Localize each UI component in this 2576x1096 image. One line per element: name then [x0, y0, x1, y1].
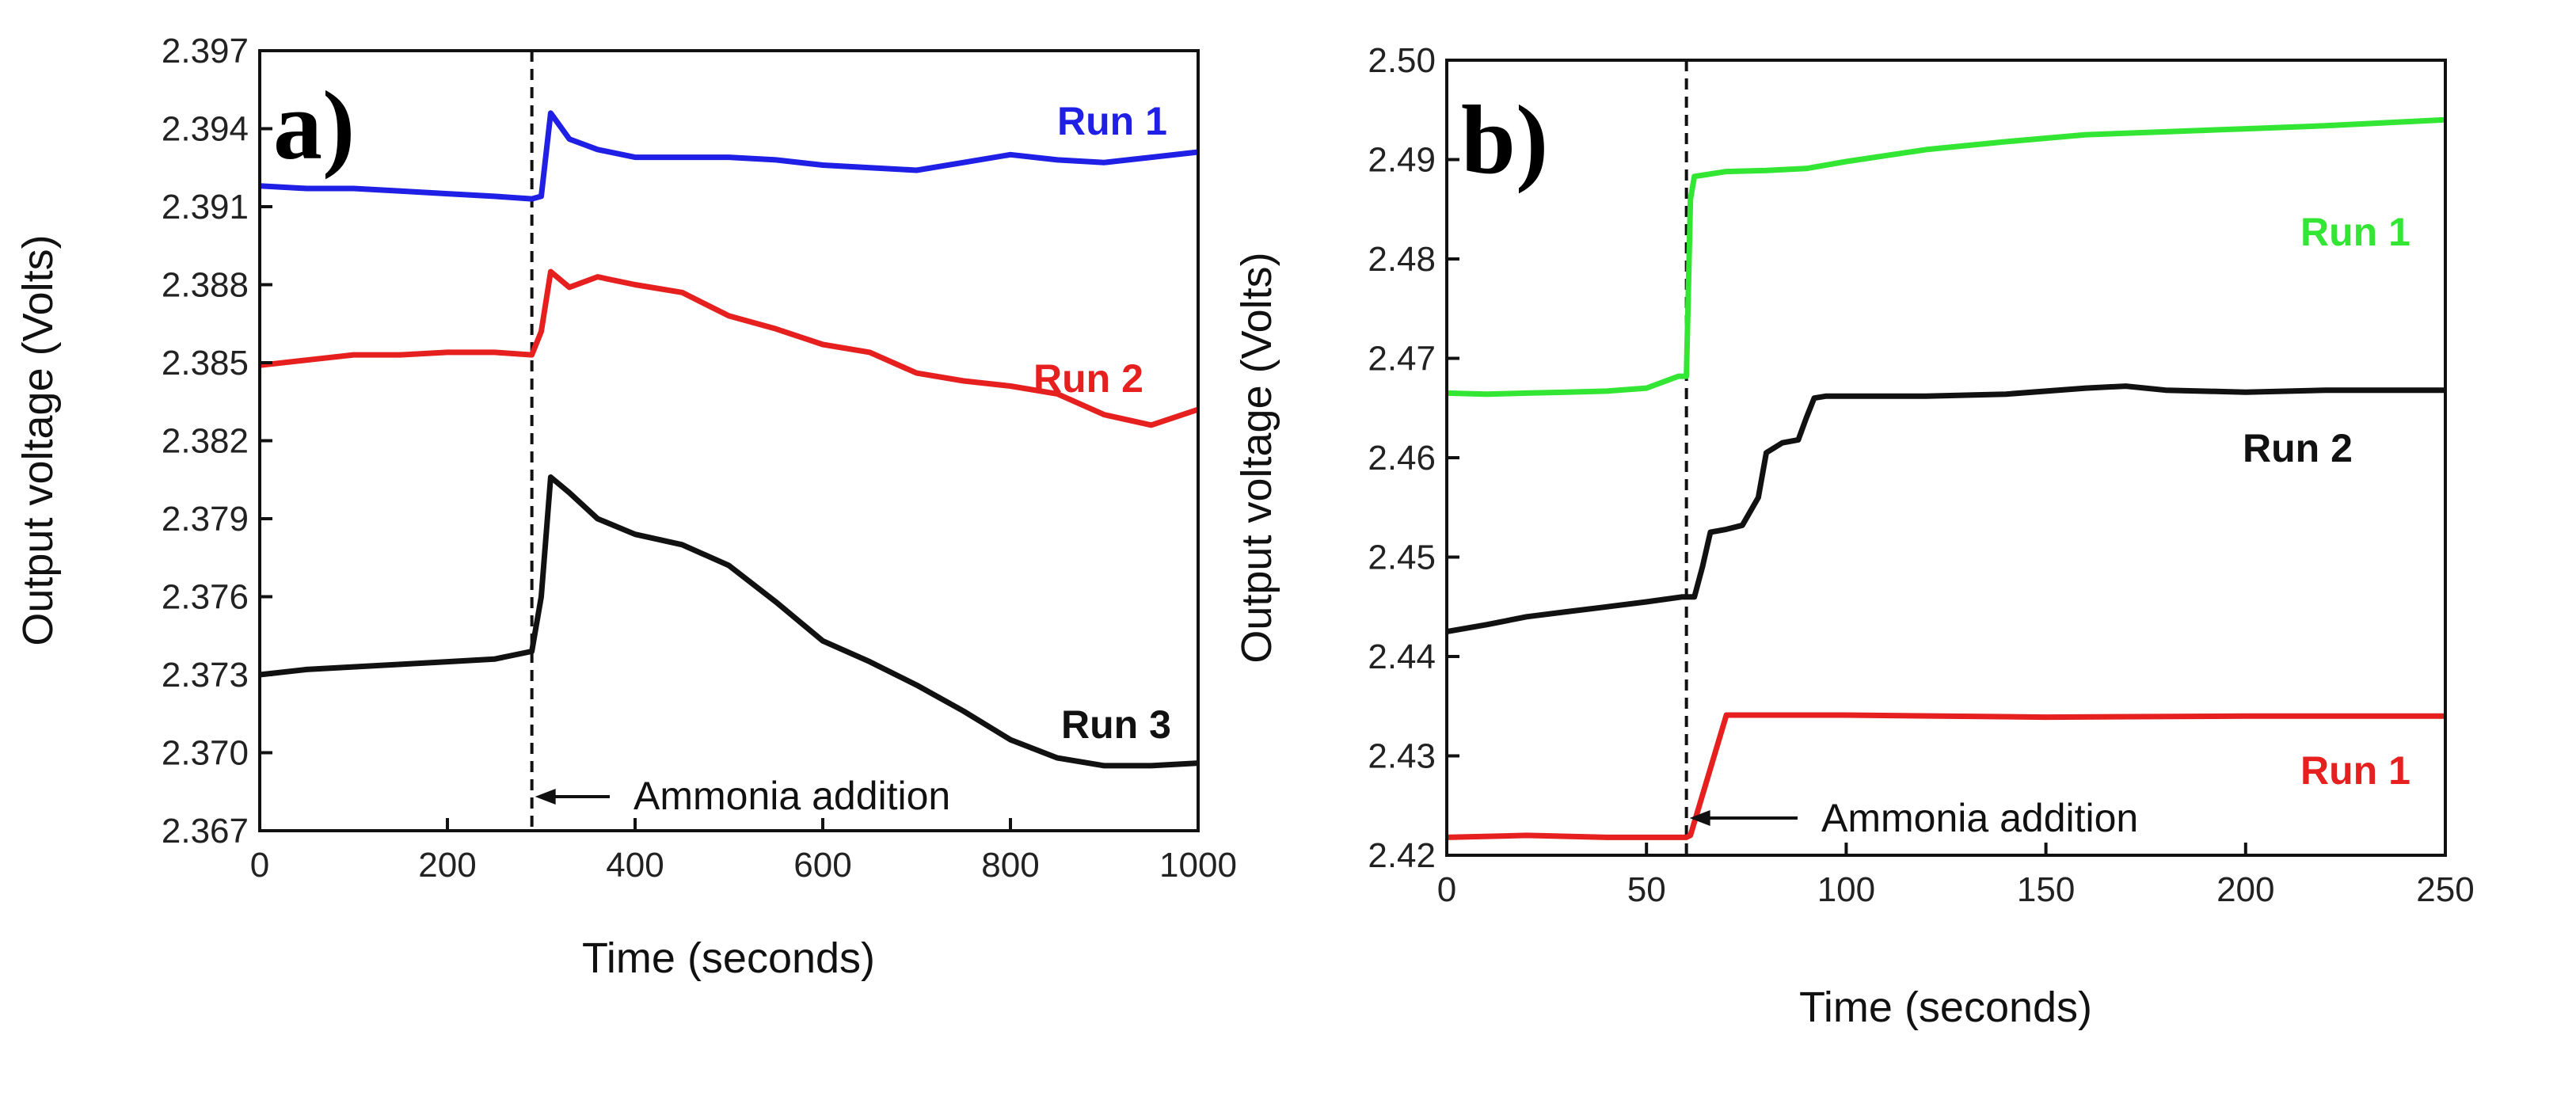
panel-a-x-tick-label: 400 [606, 846, 664, 885]
panel-a-series-run-3-line [259, 474, 1199, 769]
panel-b-x-tick-label: 150 [2017, 870, 2075, 909]
panel-a-y-tick-label: 2.397 [162, 32, 249, 70]
panel-b-series-run-1-green-line [1446, 116, 2446, 398]
panel-b-y-tick-label: 2.47 [1368, 340, 1436, 379]
panel-b-y-tick-label: 2.46 [1368, 439, 1436, 478]
panel-a-annotation-label: Ammonia addition [634, 774, 950, 818]
panel-a: a) Run 1 Run 2 Run 3 Ammonia addition 2.… [14, 32, 1237, 982]
panel-a-y-tick-label: 2.379 [162, 500, 249, 538]
panel-b-series-run-1-red-line [1446, 712, 2445, 840]
panel-a-y-axis: 2.367 2.370 2.373 2.376 2.379 2.382 2.385 2.388… [162, 32, 272, 851]
panel-b-annotation-arrow-head [1689, 810, 1710, 826]
panel-a-series-run-1-line [259, 110, 1199, 202]
panel-a-y-tick-label: 2.376 [162, 578, 249, 617]
panel-b-letter-bg [1451, 73, 1593, 231]
panel-b-x-tick-label: 100 [1817, 870, 1875, 909]
panel-a-x-axis: 0 200 400 600 800 1000 [250, 818, 1237, 885]
panel-a-x-tick-label: 800 [981, 846, 1039, 885]
panel-a-letter: a) [273, 71, 355, 180]
panel-b-y-tick-label: 2.43 [1368, 737, 1436, 776]
panel-a-x-axis-title: Time (seconds) [582, 934, 875, 982]
panel-b-x-axis: 0 50 100 150 200 250 [1437, 843, 2475, 909]
panel-b-y-tick-label: 2.45 [1368, 538, 1436, 577]
panel-b-x-axis-title: Time (seconds) [1799, 984, 2092, 1031]
panel-b-y-tick-label: 2.50 [1368, 41, 1436, 80]
panel-a-annotation-arrow-head [535, 789, 556, 805]
panel-a-y-tick-label: 2.385 [162, 344, 249, 382]
panel-a-y-tick-label: 2.382 [162, 422, 249, 461]
panel-a-series-run-2-line [259, 268, 1200, 428]
panel-a-y-tick-label: 2.370 [162, 734, 249, 773]
panel-b-letter: b) [1461, 86, 1548, 194]
panel-b-legend-run-2: Run 2 [2243, 426, 2353, 470]
panel-b-series-run-2-line [1446, 383, 2445, 635]
panel-b-y-tick-label: 2.49 [1368, 141, 1436, 180]
panel-a-x-tick-label: 1000 [1159, 846, 1237, 885]
panel-b-x-tick-label: 200 [2216, 870, 2274, 909]
panel-b-y-axis-title: Output voltage (Volts) [1233, 252, 1280, 663]
panel-a-legend-run-2: Run 2 [1033, 356, 1143, 401]
panel-b-x-tick-label: 0 [1437, 870, 1456, 909]
panel-b-y-tick-label: 2.44 [1368, 637, 1436, 676]
panel-b-x-tick-label: 250 [2416, 870, 2474, 909]
panel-b-y-axis: 2.42 2.43 2.44 2.45 2.46 2.47 2.48 2.49 2.50 [1368, 41, 1459, 875]
panel-a-y-tick-label: 2.391 [162, 188, 249, 226]
panel-b-x-tick-label: 50 [1627, 870, 1666, 909]
panel-a-x-tick-label: 0 [250, 846, 269, 885]
panel-a-letter-bg [260, 70, 422, 220]
panel-b-y-tick-label: 2.42 [1368, 836, 1436, 875]
panel-b-legend-run-1-red: Run 1 [2300, 748, 2410, 793]
panel-a-legend-run-3: Run 3 [1061, 702, 1171, 747]
panel-a-y-tick-label: 2.373 [162, 656, 249, 695]
panel-a-y-tick-label: 2.367 [162, 812, 249, 851]
panel-b-legend-run-1-green: Run 1 [2300, 210, 2410, 254]
panel-a-legend-run-1: Run 1 [1057, 99, 1167, 143]
panel-a-x-tick-label: 200 [418, 846, 476, 885]
panel-b: b) Run 1 Run 2 Run 1 Ammonia addition 2.… [1233, 41, 2475, 1031]
panel-a-x-tick-label: 600 [793, 846, 851, 885]
panel-a-y-axis-title: Output voltage (Volts) [14, 234, 62, 645]
panel-b-y-tick-label: 2.48 [1368, 240, 1436, 279]
panel-a-y-tick-label: 2.388 [162, 266, 249, 305]
panel-a-y-tick-label: 2.394 [162, 110, 249, 149]
panel-b-annotation-label: Ammonia addition [1821, 796, 2138, 840]
